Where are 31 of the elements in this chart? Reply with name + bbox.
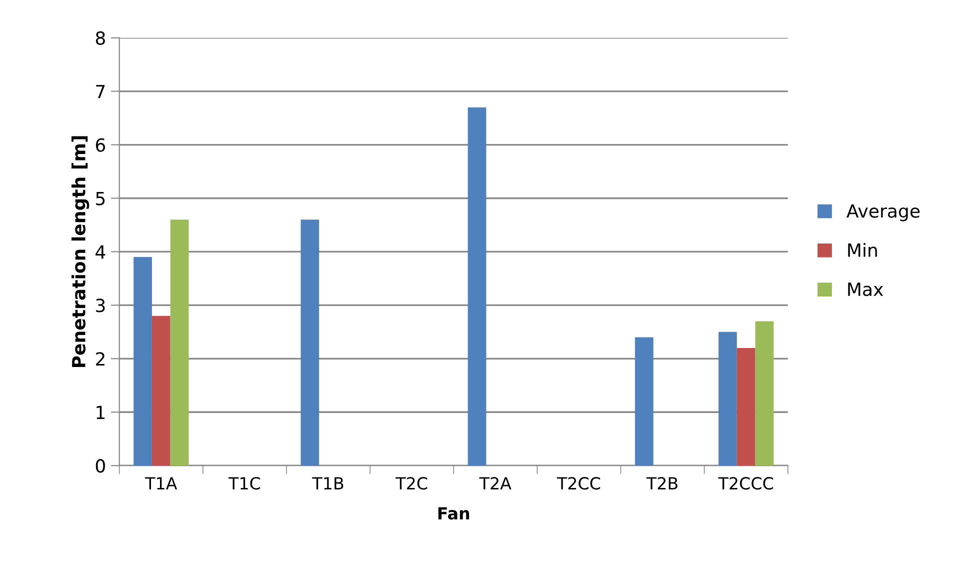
y-tick-label: 5 [96, 192, 105, 206]
y-tick-label: 8 [96, 31, 105, 45]
bar [755, 321, 774, 466]
bar [736, 348, 756, 466]
bar [718, 332, 737, 466]
x-tick-label: T1A [145, 477, 178, 490]
bar [468, 107, 486, 466]
y-tick-label: 0 [96, 459, 105, 473]
x-tick-label: T2CCC [718, 477, 774, 490]
legend-label: Average [846, 204, 920, 222]
bar [152, 316, 170, 466]
bar [170, 220, 189, 466]
legend-label: Max [848, 282, 884, 296]
bar [300, 220, 320, 466]
y-tick-label: 7 [96, 84, 105, 98]
x-tick-label: T2C [396, 477, 428, 490]
bar [134, 257, 152, 466]
x-tick-label: T2B [646, 477, 678, 490]
x-axis-title: Fan [438, 507, 470, 520]
legend-label: Min [848, 242, 877, 257]
x-tick-label: T1C [228, 477, 260, 490]
bar [634, 337, 654, 466]
y-tick-label: 3 [96, 298, 105, 312]
x-tick-label: T2CC [556, 477, 600, 490]
y-tick-label: 2 [96, 352, 104, 366]
y-tick-label: 6 [96, 138, 106, 152]
y-tick-label: 1 [96, 406, 105, 419]
x-tick-label: T2A [479, 477, 512, 490]
y-tick-label: 4 [96, 245, 106, 259]
x-tick-label: T1B [312, 477, 344, 490]
y-axis-title: Penetration length [m] [72, 136, 90, 368]
